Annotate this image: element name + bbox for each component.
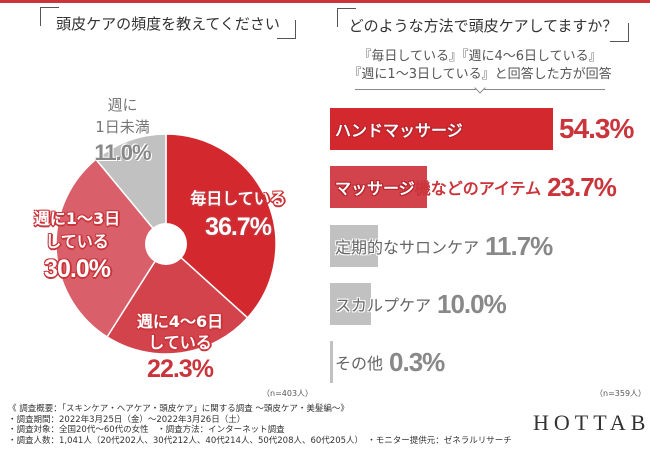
- pie-slice: [165, 133, 277, 319]
- bar: [330, 225, 379, 267]
- footer-line2: ・調査期間：2022年3月25日（金）〜2022年3月26日（土）: [8, 414, 246, 425]
- footer-line4: ・調査人数：1,041人（20代202人、30代212人、40代214人、50代…: [8, 435, 512, 446]
- bar-label-wrap: 定期的なサロンケア: [330, 225, 479, 267]
- bar-label-wrap: その他: [330, 341, 383, 383]
- pie-label-4to6: 週に4〜6日 している 22.3%: [125, 311, 235, 383]
- pie-label-1to3-line1: 週に1〜3日: [33, 209, 121, 228]
- bar-label-wrap: マッサージ機などのアイテム: [330, 166, 541, 208]
- pie-chart: [55, 133, 277, 355]
- pie-label-4to6-line1: 週に4〜6日: [136, 312, 224, 331]
- pie-label-daily: 毎日している 36.7%: [188, 188, 288, 241]
- bar-label-wrap: ハンドマッサージ: [330, 108, 553, 150]
- right-sample-size: （n=359人）: [595, 389, 647, 398]
- bar: [330, 166, 428, 208]
- bar-category-label: スカルプケア: [335, 296, 432, 315]
- pie-label-4to6-line2: している: [148, 333, 212, 352]
- pie-value-1to3: 30.0%: [44, 255, 111, 283]
- footer-line1: 《 調査概要：「スキンケア・ヘアケア・頭皮ケア」に関する調査 〜頭皮ケア・美髪編…: [8, 404, 349, 414]
- left-question-text: 頭皮ケアの頻度を教えてください: [56, 14, 280, 33]
- top-accent-line: [0, 0, 650, 3]
- pie-value-under1: 11.0%: [94, 140, 151, 165]
- bar-category-label-outer: 機などのアイテム: [414, 179, 542, 198]
- pie-label-1to3-line2: している: [45, 232, 109, 251]
- bar: [330, 341, 333, 383]
- footer-line3: ・調査対象：全国20代〜60代の女性 ・調査方法：インターネット調査: [8, 425, 285, 435]
- bar-value-label: 11.7%: [485, 230, 553, 261]
- bar-row: スカルプケア 10.0%: [330, 283, 507, 325]
- pie-label-under1-line2: 1日未満: [95, 118, 150, 136]
- left-question-heading: 頭皮ケアの頻度を教えてください: [40, 7, 296, 39]
- bar-row: マッサージ機などのアイテム 23.7%: [330, 166, 617, 208]
- pie-hole: [145, 223, 187, 265]
- pie-label-daily-text: 毎日している: [190, 189, 286, 208]
- right-subtitle-line2: 『週に1〜3日している』と回答した方が回答: [348, 67, 612, 82]
- bar-value-label: 10.0%: [437, 288, 507, 319]
- bar-label-wrap: スカルプケア: [330, 283, 431, 325]
- right-question-heading: どのような方法で頭皮ケアしてますか？: [337, 8, 629, 42]
- pie-label-under1-line1: 週に: [107, 96, 138, 114]
- bar-category-label-inner: マッサージ: [335, 179, 415, 198]
- pie-label-under1: 週に 1日未満 11.0%: [85, 94, 160, 164]
- bar-row: その他 0.3%: [330, 341, 445, 383]
- pie-slice: [106, 242, 249, 355]
- pie-label-1to3: 週に1〜3日 している 30.0%: [22, 207, 132, 283]
- bar-category-label: 定期的なサロンケア: [335, 238, 480, 257]
- bar-category-label: ハンドマッサージ: [330, 117, 463, 141]
- bar-row: ハンドマッサージ 54.3%: [330, 108, 634, 150]
- bar-category-label: その他: [335, 354, 384, 373]
- right-question-text: どのような方法で頭皮ケアしてますか？: [348, 16, 618, 35]
- bar-value-label: 0.3%: [389, 346, 445, 377]
- bar: [330, 283, 372, 325]
- bar-row: 定期的なサロンケア 11.7%: [330, 225, 553, 267]
- hottab-logo: HOTTAB: [533, 410, 650, 435]
- bar-category-label-inner: ハンドマッサージ: [335, 121, 463, 140]
- left-sample-size: （n=403人）: [262, 389, 314, 398]
- chevron-down-icon: [474, 82, 486, 94]
- bar-value-label: 54.3%: [559, 113, 634, 144]
- pie-value-4to6: 22.3%: [147, 355, 214, 383]
- pie-value-daily: 36.7%: [205, 213, 272, 241]
- bar-value-label: 23.7%: [547, 171, 617, 202]
- bar-category-label: マッサージ機などのアイテム: [330, 175, 541, 199]
- right-subtitle-line1: 『毎日している』『週に4〜6日している』: [358, 49, 602, 64]
- bar: [330, 108, 553, 150]
- survey-footer: 《 調査概要：「スキンケア・ヘアケア・頭皮ケア」に関する調査 〜頭皮ケア・美髪編…: [8, 404, 512, 446]
- pie-slice: [94, 133, 167, 247]
- pie-slice: [55, 158, 167, 338]
